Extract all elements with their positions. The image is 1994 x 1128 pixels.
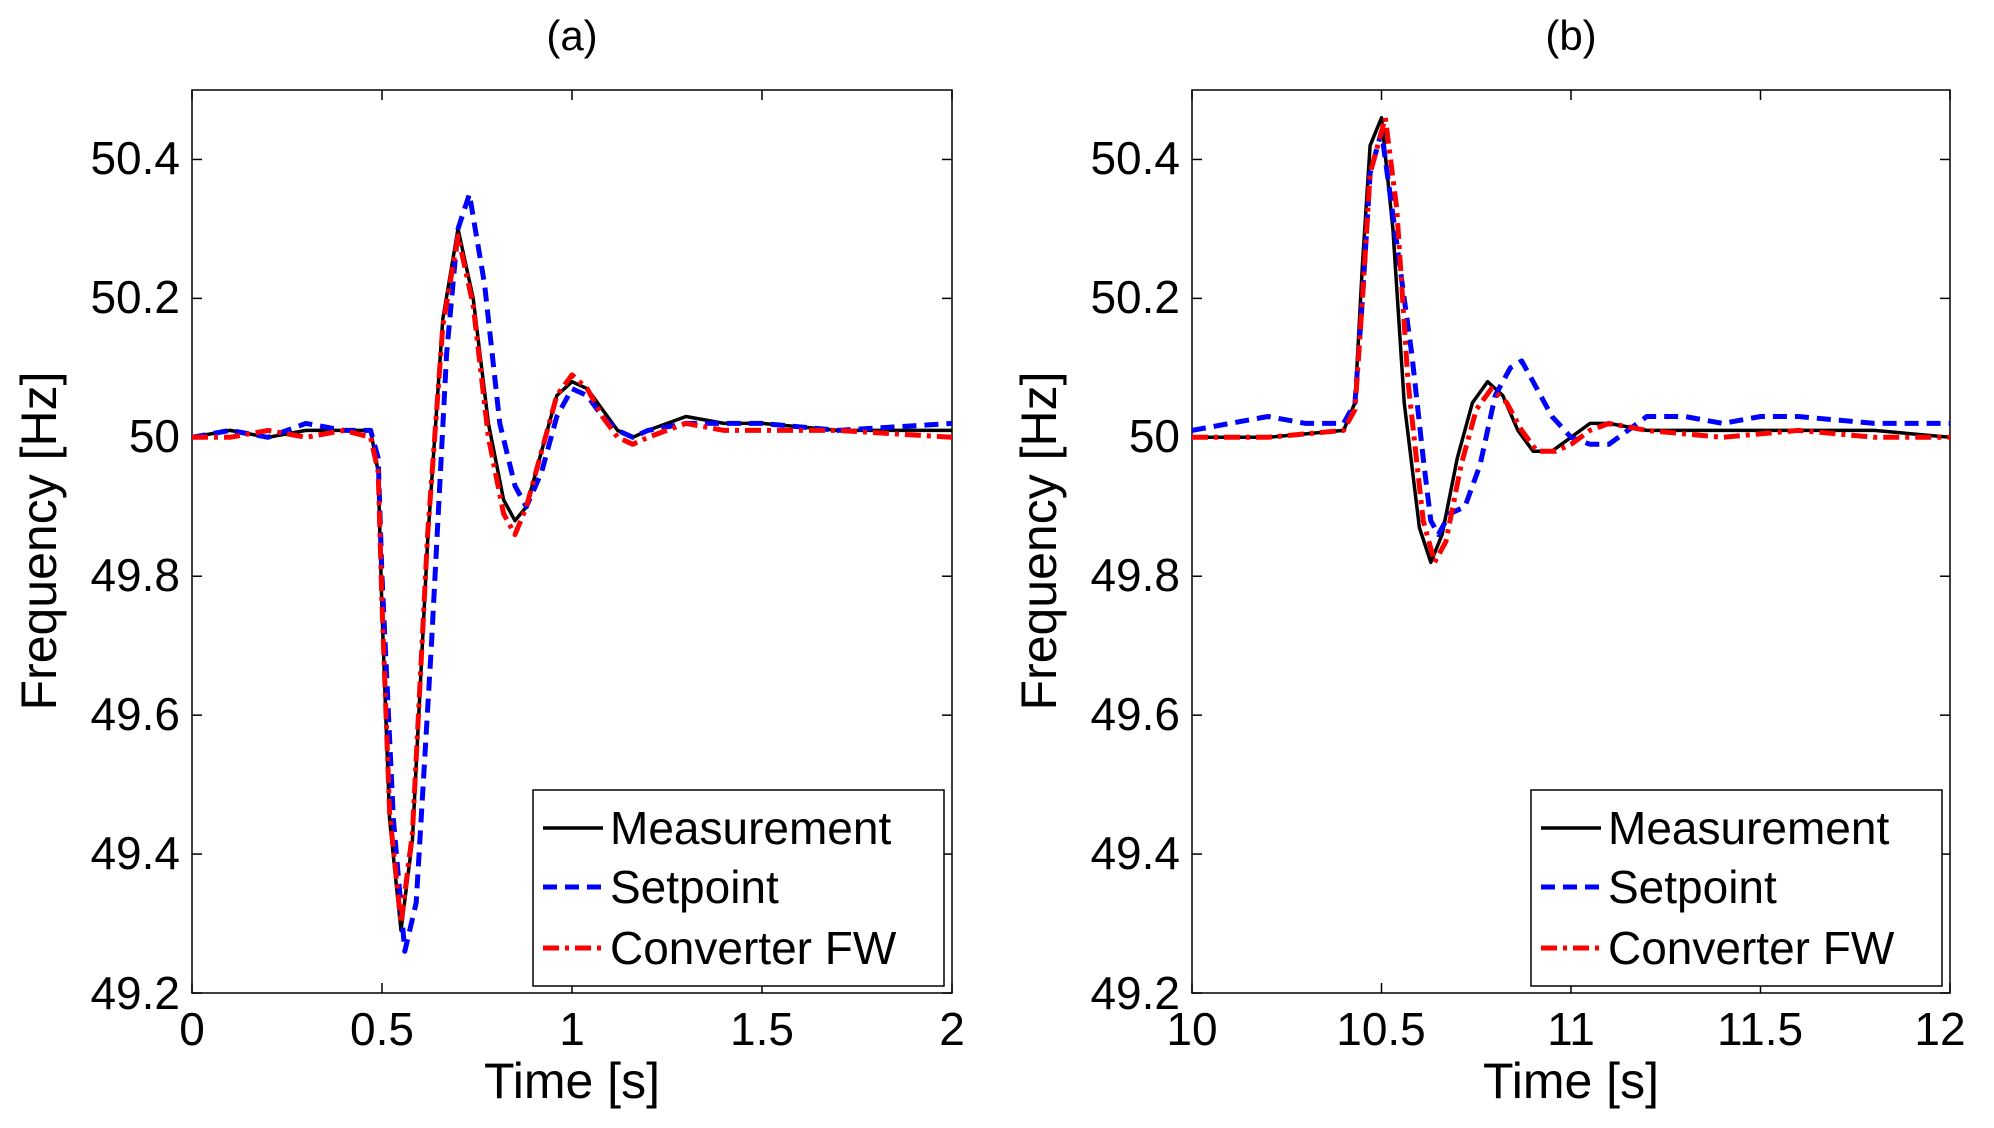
panel-b-ytick-label: 50.4 <box>1090 132 1180 184</box>
panel-a-y-axis-label: Frequency [Hz] <box>11 371 67 710</box>
panel-a-converter-fw-line <box>192 233 952 926</box>
panel-b-legend-box <box>1530 789 1943 987</box>
panel-b-title: (b) <box>1545 12 1596 59</box>
panel-a-setpoint-line <box>192 191 952 954</box>
panel-a-ytick-label: 49.8 <box>90 549 180 601</box>
panel-b-xtick-label: 11.5 <box>1717 1003 1803 1055</box>
panel-a-xtick-label: 2 <box>939 1003 965 1055</box>
panel-b-ytick-label: 49.2 <box>1090 967 1180 1019</box>
panel-a-ytick-label: 49.2 <box>90 967 180 1019</box>
panel-b-ytick-label: 50 <box>1129 410 1180 462</box>
panel-a-xtick-label: 0 <box>179 1003 205 1055</box>
panel-b-x-axis-label: Time [s] <box>1483 1053 1659 1109</box>
panel-a-ytick-label: 49.4 <box>90 827 180 879</box>
panel-a-xtick-label: 0.5 <box>350 1003 414 1055</box>
panel-b-ytick-label: 49.6 <box>1090 688 1180 740</box>
panel-b: (b) 49.2 49.4 49.6 49.8 50 50.2 50.4 10 … <box>1011 12 1966 1109</box>
panel-a-xtick-label: 1.5 <box>730 1003 794 1055</box>
panel-a-x-axis-label: Time [s] <box>484 1053 660 1109</box>
panel-b-legend-label-setpoint: Setpoint <box>1608 861 1777 913</box>
panel-b-y-axis-label: Frequency [Hz] <box>1011 371 1067 710</box>
panel-b-xtick-label: 10.5 <box>1336 1003 1426 1055</box>
panel-b-ytick-label: 49.4 <box>1090 827 1180 879</box>
panel-a: (a) 49.2 49.4 49.6 49.8 50 50.2 50.4 0 0… <box>11 12 965 1109</box>
panel-a-legend-label-converter-fw: Converter FW <box>610 922 897 974</box>
panel-b-legend-label-converter-fw: Converter FW <box>1608 922 1895 974</box>
panel-a-legend-label-setpoint: Setpoint <box>610 861 779 913</box>
panel-b-setpoint-line <box>1192 129 1950 538</box>
panel-a-legend: Measurement Setpoint Converter FW <box>532 789 945 987</box>
panel-b-legend: Measurement Setpoint Converter FW <box>1530 789 1943 987</box>
panel-b-xtick-label: 11 <box>1547 1003 1595 1055</box>
panel-a-title: (a) <box>546 12 597 59</box>
panel-a-ytick-label: 49.6 <box>90 688 180 740</box>
panel-b-ytick-label: 49.8 <box>1090 549 1180 601</box>
panel-a-legend-label-measurement: Measurement <box>610 802 891 854</box>
panel-a-xtick-label: 1 <box>559 1003 585 1055</box>
panel-b-ticks <box>1191 90 1951 994</box>
panel-a-ytick-label: 50 <box>129 410 180 462</box>
panel-b-xtick-label: 12 <box>1914 1003 1965 1055</box>
panel-b-legend-label-measurement: Measurement <box>1608 802 1889 854</box>
panel-a-ytick-label: 50.4 <box>90 132 180 184</box>
panel-b-ytick-label: 50.2 <box>1090 271 1180 323</box>
panel-a-legend-box <box>532 789 945 987</box>
panel-b-converter-fw-line <box>1192 115 1950 565</box>
panel-a-ytick-label: 50.2 <box>90 271 180 323</box>
panel-b-xtick-label: 10 <box>1166 1003 1217 1055</box>
